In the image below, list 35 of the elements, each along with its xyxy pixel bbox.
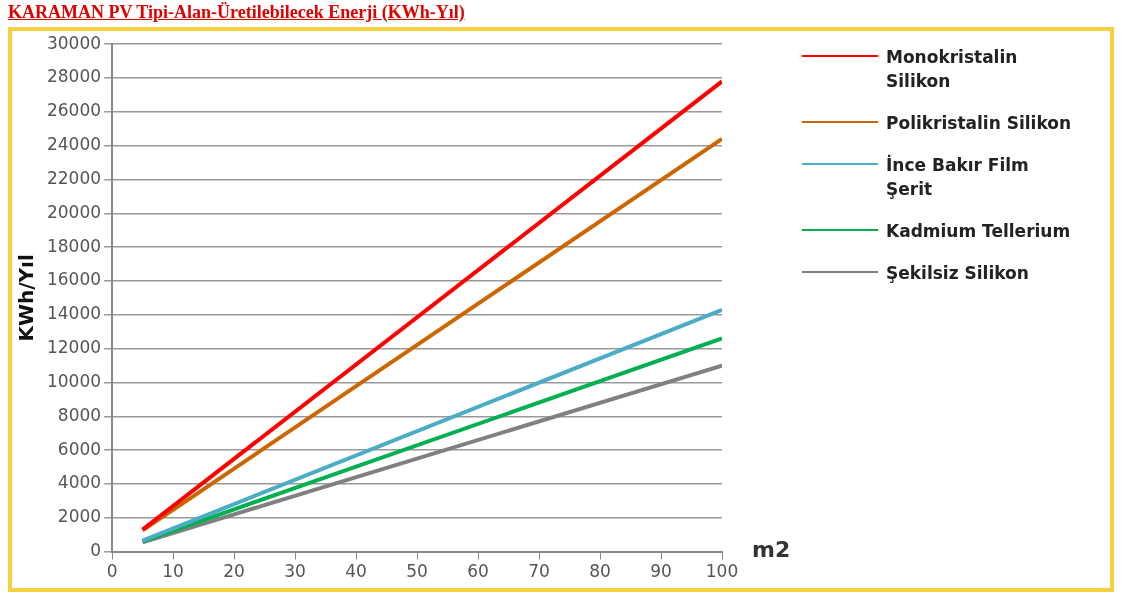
y-axis-title: KWh/Yıl [14, 254, 39, 342]
x-tick-label: 80 [589, 561, 611, 582]
y-tick-label: 28000 [46, 66, 102, 87]
legend-label: İnce Bakır Film Şerit [886, 153, 1030, 201]
y-tick-label: 22000 [46, 167, 102, 188]
x-tick-label: 100 [705, 561, 739, 582]
legend-label: Polikristalin Silikon [886, 112, 1073, 135]
y-tick-label: 6000 [57, 438, 102, 459]
y-tick-label: 26000 [46, 100, 102, 121]
y-tick-label: 30000 [46, 32, 102, 53]
x-tick-label: 50 [406, 561, 428, 582]
y-tick-label: 4000 [57, 472, 102, 493]
y-tick-label: 20000 [46, 201, 102, 222]
y-tick-label: 10000 [46, 370, 102, 391]
x-tick-label: 60 [467, 561, 489, 582]
x-tick-label: 40 [345, 561, 367, 582]
legend-label: Kadmium Tellerium [886, 220, 1072, 243]
chart-title: KARAMAN PV Tipi-Alan-Üretilebilecek Enerji (KWh-Yıl) [8, 2, 466, 23]
y-tick-label: 16000 [46, 269, 102, 290]
y-tick-label: 14000 [46, 303, 102, 324]
x-tick-label: 90 [650, 561, 672, 582]
x-tick-label: 70 [528, 561, 550, 582]
y-tick-label: 2000 [57, 506, 102, 527]
x-tick-label: 10 [162, 561, 184, 582]
legend-label: Şekilsiz Silikon [886, 262, 1030, 285]
x-axis-title: m2 [752, 537, 791, 563]
x-tick-label: 0 [106, 561, 118, 582]
y-tick-label: 8000 [57, 404, 102, 425]
y-tick-label: 0 [90, 540, 102, 561]
x-tick-label: 20 [223, 561, 245, 582]
y-tick-label: 24000 [46, 134, 102, 155]
legend-label: Monokristalin Silikon [886, 46, 1019, 93]
x-tick-label: 30 [284, 561, 306, 582]
y-tick-label: 12000 [46, 337, 102, 358]
y-tick-label: 18000 [46, 235, 102, 256]
